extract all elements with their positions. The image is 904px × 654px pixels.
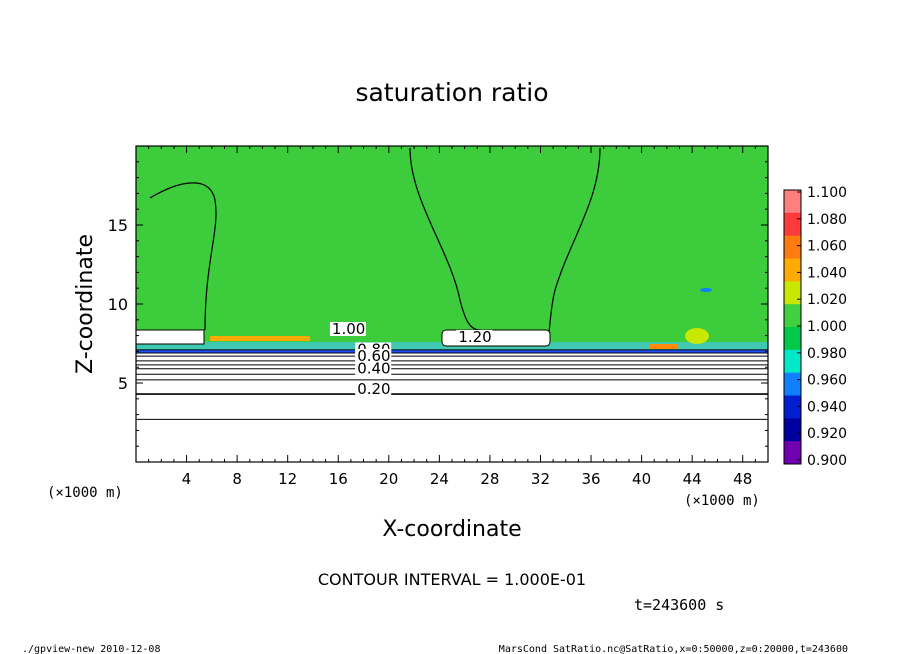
- colorbar-swatch: [784, 190, 801, 214]
- footer-left: ./gpview-new 2010-12-08: [22, 644, 160, 654]
- x-tick-label: 24: [430, 470, 449, 488]
- y-axis: 5 10 15: [108, 161, 768, 447]
- contour-label-bg: [355, 382, 392, 397]
- x-tick-label: 8: [232, 470, 242, 488]
- colorbar-label: 0.980: [807, 346, 847, 362]
- orange-patch-left: [210, 336, 310, 341]
- contour-upper-middle: [409, 147, 481, 331]
- x-unit-right: (×1000 m): [684, 493, 760, 509]
- colorbar-label: 0.920: [807, 426, 847, 442]
- x-tick-label: 32: [531, 470, 550, 488]
- colorbar-swatch: [784, 212, 801, 237]
- colorbar-label: 1.060: [807, 239, 847, 255]
- x-axis-label: X-coordinate: [382, 517, 521, 542]
- colorbar-swatch: [784, 327, 801, 351]
- x-tick-label: 28: [480, 470, 499, 488]
- colorbar-swatch: [784, 372, 801, 396]
- contour-label-bg: [456, 329, 493, 344]
- contour-label-bg: [355, 348, 392, 363]
- colorbar-label: 1.080: [807, 212, 847, 228]
- colorbar-swatch: [784, 304, 801, 328]
- colorbar-swatch: [784, 349, 801, 374]
- x-tick-label: 4: [182, 470, 192, 488]
- x-tick-label: 12: [278, 470, 297, 488]
- colorbar-label: 1.040: [807, 265, 847, 281]
- contour-label: 0.60: [357, 347, 390, 365]
- colorbar-swatch: [784, 235, 801, 259]
- blue-speck: [700, 288, 712, 292]
- colorbar-swatch: [784, 441, 801, 465]
- colorbar-label: 0.900: [807, 453, 847, 469]
- x-tick-label: 44: [683, 470, 702, 488]
- contour-labels: 1.001.200.800.600.400.20: [329, 320, 493, 398]
- colorbar-label: 0.960: [807, 373, 847, 389]
- contour-label: 1.20: [458, 328, 491, 346]
- x-tick-label: 48: [733, 470, 752, 488]
- x-unit-left: (×1000 m): [47, 485, 123, 501]
- contour-label-bg: [355, 361, 392, 376]
- colorbar-frame: [783, 189, 802, 465]
- y-tick-label: 10: [108, 295, 128, 314]
- x-tick-label: 20: [379, 470, 398, 488]
- x-tick-label: 36: [581, 470, 600, 488]
- transition-band: [136, 342, 768, 352]
- contour-label: 0.40: [357, 360, 390, 378]
- saturated-region: [136, 146, 768, 342]
- yellow-patch-right: [685, 328, 709, 344]
- colorbar-label: 1.000: [807, 319, 847, 335]
- colorbar-label: 1.020: [807, 292, 847, 308]
- contour-lines: [136, 349, 768, 420]
- colorbar-swatch: [784, 395, 801, 419]
- footer-right: MarsCond_SatRatio.nc@SatRatio,x=0:50000,…: [499, 644, 848, 654]
- contour-label: 1.00: [332, 320, 365, 338]
- blue-edge-band: [136, 350, 768, 353]
- colorbar-swatch: [784, 418, 801, 442]
- unsaturated-region: [136, 350, 768, 462]
- contour-upper-left: [149, 182, 217, 331]
- colorbar-swatch: [784, 258, 801, 282]
- time-label: t=243600 s: [634, 596, 724, 614]
- y-tick-label: 5: [118, 374, 128, 393]
- y-tick-label: 15: [108, 216, 128, 235]
- contour-upper-right: [547, 147, 601, 341]
- contour-label-bg: [329, 322, 366, 337]
- colorbar-swatch: [784, 281, 801, 305]
- plot-area: [136, 146, 768, 462]
- colorbar: 1.100 1.080 1.060 1.040 1.020 1.000 0.980 0.960…: [783, 185, 847, 469]
- contour-label: 0.20: [357, 380, 390, 398]
- chart-title: saturation ratio: [355, 78, 548, 107]
- colorbar-label: 0.940: [807, 399, 847, 415]
- orange-patch-right: [650, 344, 678, 349]
- colorbar-label: 1.100: [807, 185, 847, 201]
- x-tick-label: 16: [329, 470, 348, 488]
- x-tick-label: 40: [632, 470, 651, 488]
- cloud-plate-left: [136, 329, 205, 345]
- y-axis-label: Z-coordinate: [73, 234, 98, 374]
- contour-interval: CONTOUR INTERVAL = 1.000E-01: [318, 570, 586, 589]
- x-axis: 4 8 12 16 20 24 28 32 36 40 44 48: [148, 146, 756, 488]
